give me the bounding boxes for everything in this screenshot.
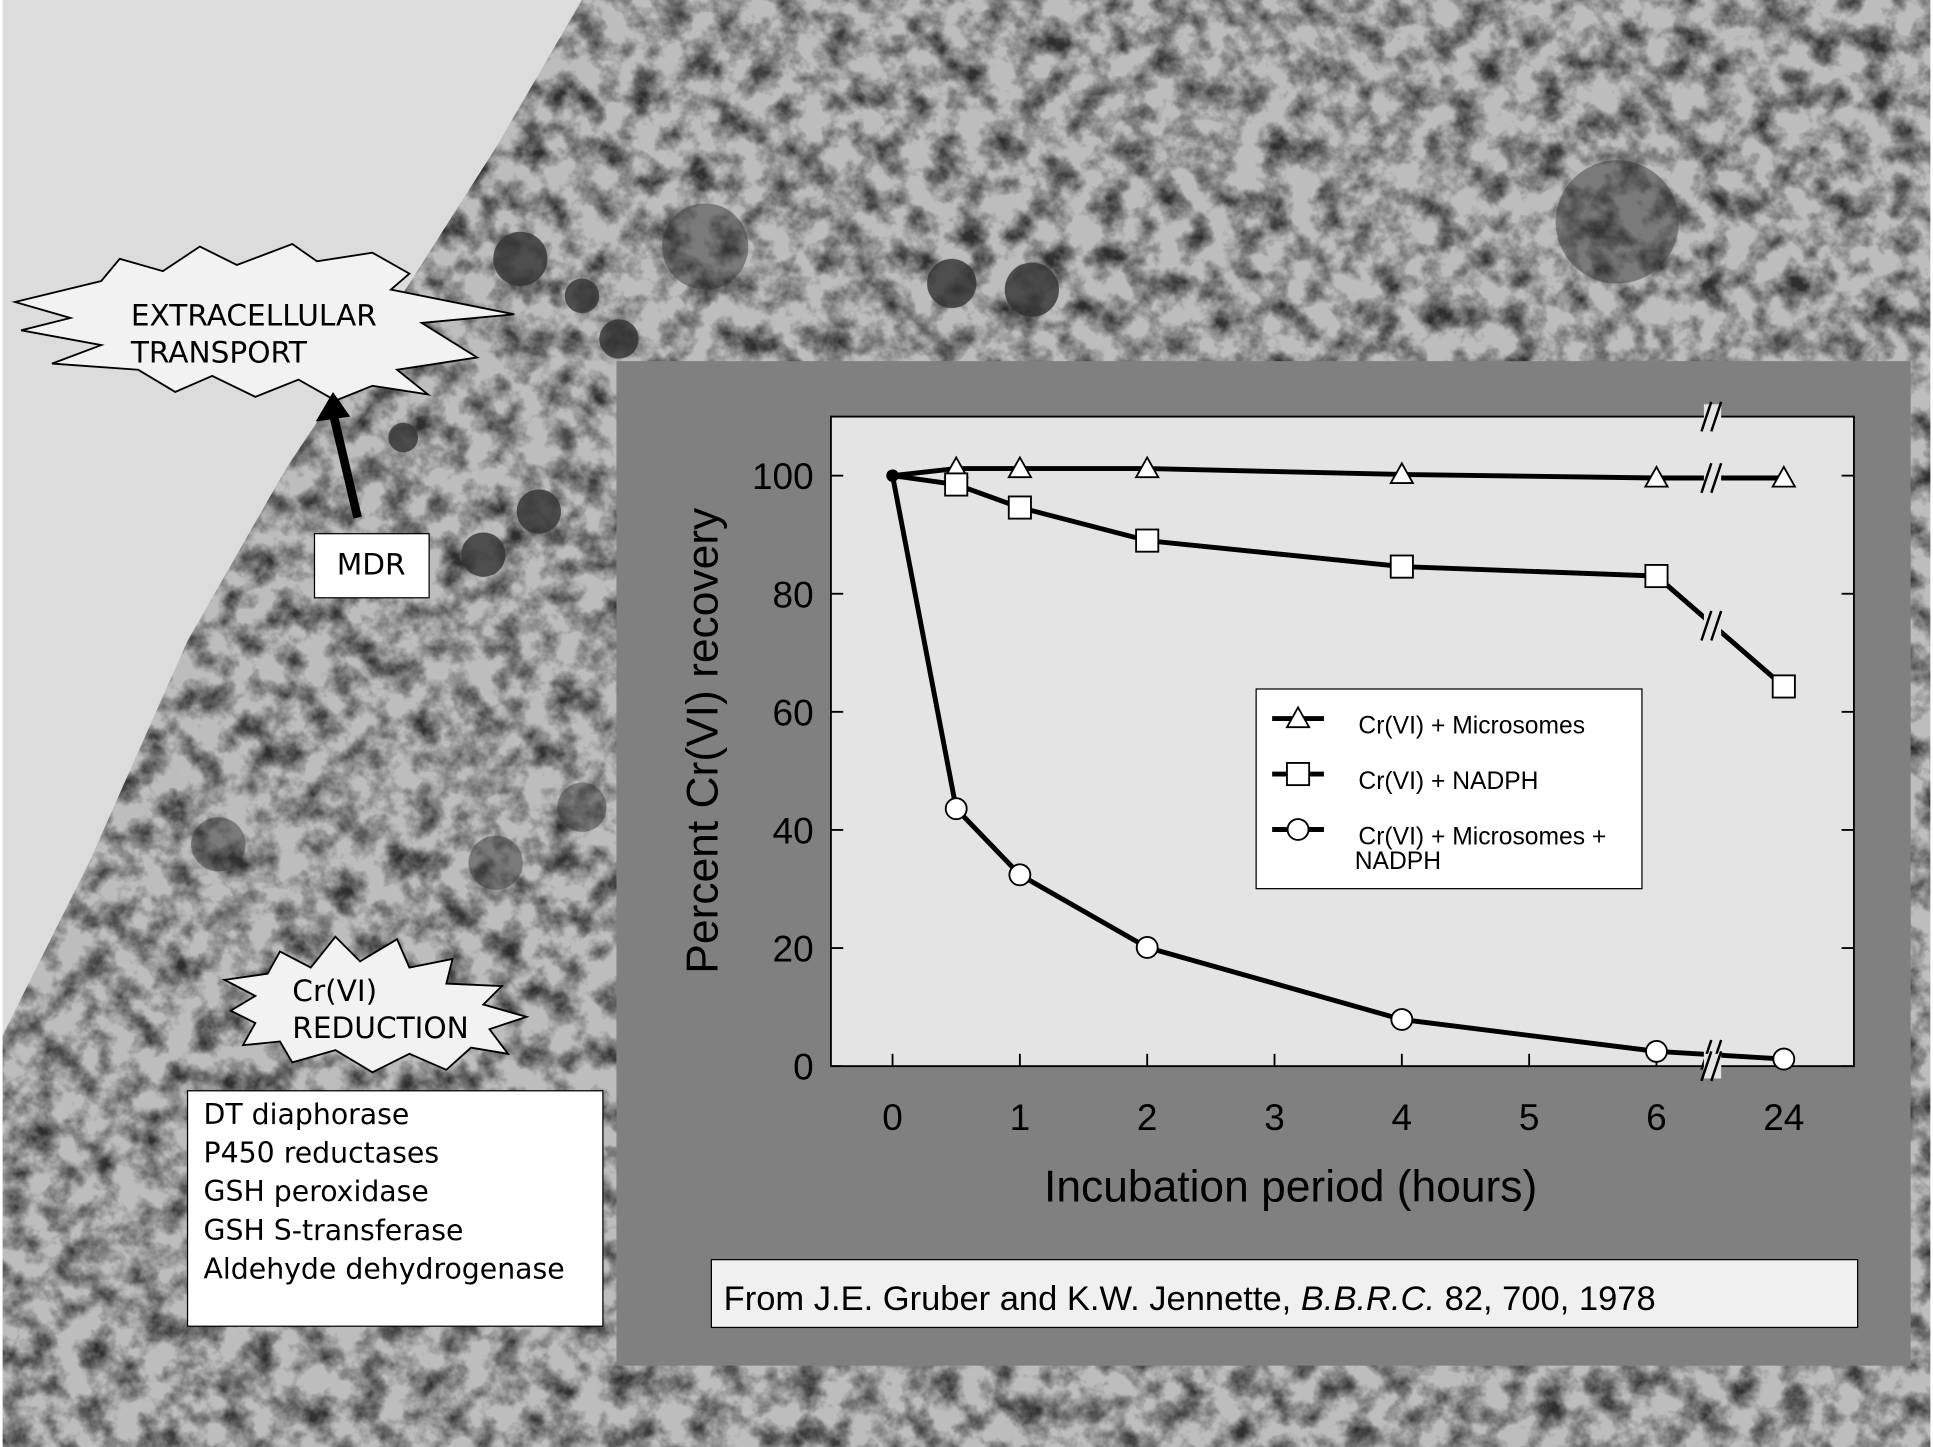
transport-burst — [11, 243, 515, 402]
marker — [1135, 936, 1159, 959]
marker — [1135, 528, 1160, 553]
enzyme-label: GSH S-transferase — [204, 1214, 464, 1247]
arrow — [328, 411, 362, 519]
transport-label: TRANSPORT — [130, 335, 308, 369]
y-tick-label: 0 — [793, 1047, 814, 1088]
marker — [944, 472, 969, 497]
caption-box — [710, 1259, 1859, 1329]
marker — [1007, 495, 1032, 520]
axis-break — [1700, 462, 1713, 494]
axis-break — [1710, 401, 1723, 432]
legend-label-line: NADPH — [1355, 848, 1441, 875]
x-tick-label: 4 — [1392, 1097, 1413, 1138]
reduction-burst — [221, 935, 530, 1074]
enzyme-label: DT diaphorase — [204, 1098, 410, 1131]
x-tick-label: 3 — [1264, 1097, 1285, 1138]
marker — [1286, 762, 1311, 787]
mdr-label: MDR — [337, 547, 406, 581]
axis-break — [1700, 1050, 1713, 1082]
legend-label: Cr(VI) + Microsomes — [1358, 712, 1585, 739]
enzyme-label: Aldehyde dehydrogenase — [204, 1252, 565, 1285]
x-tick-label: 0 — [882, 1097, 903, 1138]
legend-label: Cr(VI) + NADPH — [1358, 768, 1538, 795]
caption: From J.E. Gruber and K.W. Jennette, B.B.… — [724, 1280, 1656, 1318]
marker — [1007, 455, 1033, 479]
chart-panel: Incubation period (hours) Percent Cr(VI)… — [616, 361, 1911, 1366]
marker — [1285, 705, 1311, 729]
enzyme-box — [186, 1090, 604, 1327]
marker — [1771, 674, 1796, 699]
marker — [886, 469, 899, 482]
enzyme-label: P450 reductases — [204, 1137, 440, 1170]
marker — [1772, 1047, 1796, 1071]
x-tick-label: 2 — [1137, 1097, 1158, 1138]
y-tick-label: 100 — [752, 456, 814, 497]
x-tick-label: 24 — [1763, 1097, 1804, 1138]
marker — [1645, 1039, 1668, 1063]
axis-break — [1710, 1050, 1723, 1082]
x-tick-label: 5 — [1519, 1097, 1540, 1138]
legend-label: Cr(VI) + Microsomes + NADPH — [1355, 823, 1613, 875]
mdr-box — [313, 533, 430, 599]
marker — [1389, 554, 1414, 579]
y-tick-label: 60 — [773, 692, 814, 733]
marker — [1644, 564, 1669, 589]
marker — [1389, 461, 1415, 485]
x-tick-label: 6 — [1646, 1097, 1667, 1138]
transport-label: EXTRACELLULAR — [131, 298, 377, 332]
y-tick-label: 80 — [773, 574, 814, 615]
caption-part: From J.E. Gruber and K.W. Jennette, — [724, 1280, 1301, 1318]
marker — [1643, 465, 1670, 488]
axis-break — [1710, 462, 1723, 494]
arrow-head — [315, 391, 351, 422]
marker — [944, 797, 968, 821]
enzyme-label: GSH peroxidase — [204, 1175, 429, 1208]
x-axis-label: Incubation period (hours) — [1044, 1163, 1537, 1212]
axis-break — [1710, 610, 1723, 641]
legend-label-line: Cr(VI) + Microsomes + — [1358, 823, 1613, 850]
y-axis-label: Percent Cr(VI) recovery — [679, 507, 728, 974]
x-tick-label: 1 — [1010, 1097, 1031, 1138]
axis-break — [1700, 401, 1713, 432]
marker — [1390, 1008, 1414, 1031]
reduction-label: Cr(VI) — [292, 974, 377, 1008]
marker — [1008, 863, 1032, 887]
marker — [1286, 818, 1310, 841]
reduction-label: REDUCTION — [292, 1011, 469, 1045]
marker — [1771, 465, 1797, 488]
marker — [1134, 455, 1160, 479]
legend — [1255, 688, 1643, 890]
y-tick-label: 40 — [773, 811, 814, 852]
caption-journal: B.B.R.C. — [1301, 1280, 1435, 1318]
caption-part: 82, 700, 1978 — [1435, 1280, 1656, 1318]
axis-break — [1700, 610, 1713, 641]
y-tick-label: 20 — [773, 929, 814, 970]
